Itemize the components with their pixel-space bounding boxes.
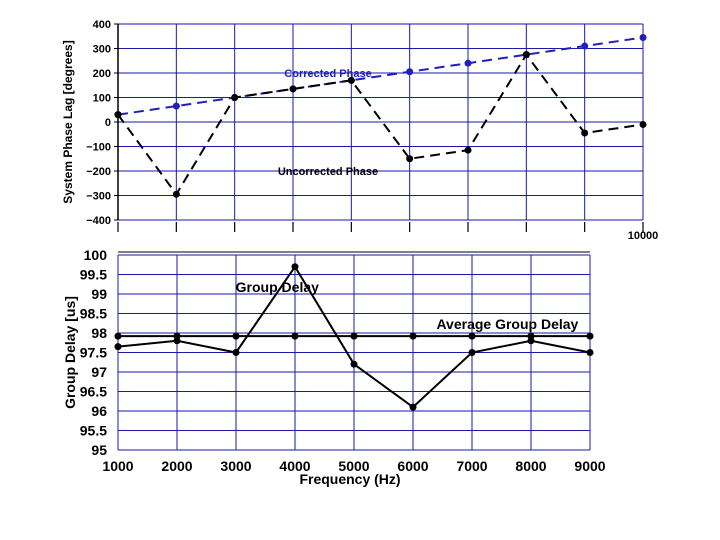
delay-x-tick-label: 4000	[279, 458, 310, 474]
data-point-uncorrected-phase	[406, 155, 414, 163]
data-point-average-group-delay	[409, 332, 417, 340]
delay-y-axis-title: Group Delay [us]	[62, 296, 78, 409]
data-point-uncorrected-phase	[289, 85, 297, 93]
data-point-average-group-delay	[114, 332, 122, 340]
phase-y-tick-label: −300	[86, 191, 111, 203]
data-point-group-delay	[468, 349, 476, 356]
data-point-group-delay	[350, 360, 358, 368]
phase-y-tick-label: 400	[93, 19, 111, 31]
phase-lag-chart: 400 300 200 100 0 −100 −200 −300 −400 10000 System…	[61, 19, 658, 242]
phase-x-tick-label: 10000	[628, 230, 659, 242]
data-point-uncorrected-phase	[464, 146, 472, 154]
delay-y-tick-label: 97.5	[80, 345, 107, 361]
data-point-group-delay	[232, 349, 240, 356]
delay-y-tick-label: 99	[91, 286, 107, 302]
annotation-group-delay: Group Delay	[236, 279, 319, 295]
data-point-corrected-phase	[639, 33, 647, 41]
series-line-corrected-phase	[117, 36, 644, 116]
delay-y-tick-label: 96.5	[80, 384, 107, 400]
data-point-group-delay	[291, 263, 299, 271]
delay-x-tick-label: 9000	[574, 458, 605, 474]
data-point-uncorrected-phase	[522, 51, 530, 59]
data-point-uncorrected-phase	[172, 190, 180, 198]
data-point-average-group-delay	[232, 332, 240, 340]
annotation-average-group-delay: Average Group Delay	[436, 316, 578, 332]
series-line-uncorrected-phase	[117, 52, 644, 197]
delay-y-tick-label: 96	[91, 403, 107, 419]
data-point-corrected-phase	[464, 59, 472, 67]
delay-x-tick-label: 3000	[220, 458, 251, 474]
delay-y-tick-label: 99.5	[80, 267, 107, 283]
delay-x-tick-label: 2000	[161, 458, 192, 474]
data-point-uncorrected-phase	[639, 120, 647, 128]
annotation-corrected-phase: Corrected Phase	[284, 68, 371, 80]
delay-x-tick-label: 8000	[515, 458, 546, 474]
delay-y-tick-label: 98	[91, 325, 107, 341]
delay-y-tick-label: 98.5	[80, 306, 107, 322]
delay-x-tick-label: 7000	[456, 458, 487, 474]
delay-y-tick-label: 100	[84, 247, 108, 263]
delay-x-axis-title: Frequency (Hz)	[299, 471, 400, 487]
data-point-average-group-delay	[350, 332, 358, 340]
phase-y-tick-label: 300	[93, 44, 111, 56]
data-point-uncorrected-phase	[231, 94, 239, 101]
annotation-uncorrected-phase: Uncorrected Phase	[278, 166, 378, 178]
delay-y-tick-label: 95.5	[80, 423, 107, 439]
data-point-uncorrected-phase	[581, 129, 589, 137]
phase-y-tick-label: 100	[93, 93, 111, 105]
data-point-average-group-delay	[291, 332, 299, 340]
delay-x-tick-label: 5000	[338, 458, 369, 474]
data-point-corrected-phase	[581, 42, 589, 50]
data-point-corrected-phase	[406, 68, 414, 76]
data-point-corrected-phase	[172, 102, 180, 110]
phase-y-tick-label: −200	[86, 166, 111, 178]
phase-y-tick-label: −100	[86, 142, 111, 154]
phase-y-tick-label: 200	[93, 68, 111, 80]
data-point-group-delay	[114, 343, 122, 351]
phase-y-tick-label: −400	[86, 215, 111, 227]
delay-x-tick-label: 6000	[397, 458, 428, 474]
delay-y-tick-label: 95	[91, 442, 107, 458]
data-point-average-group-delay	[527, 332, 535, 340]
data-point-group-delay	[586, 349, 594, 356]
data-point-uncorrected-phase	[114, 111, 122, 119]
data-point-uncorrected-phase	[347, 76, 355, 84]
data-point-average-group-delay	[173, 332, 181, 340]
delay-y-tick-label: 97	[91, 364, 107, 380]
data-point-average-group-delay	[586, 332, 594, 340]
data-point-group-delay	[409, 403, 417, 411]
delay-x-tick-label: 1000	[102, 458, 133, 474]
phase-y-tick-label: 0	[105, 117, 111, 129]
data-point-average-group-delay	[468, 332, 476, 340]
phase-y-axis-title: System Phase Lag [degrees]	[61, 40, 75, 203]
